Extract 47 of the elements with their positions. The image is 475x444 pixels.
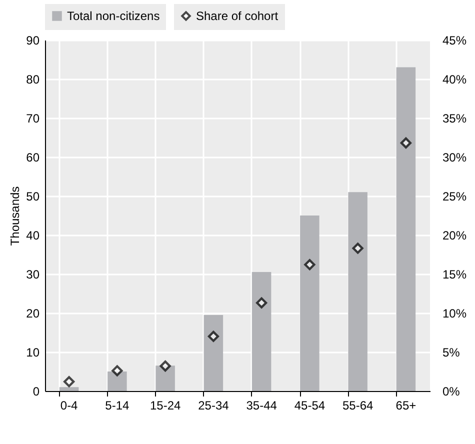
legend-label: Total non-citizens <box>67 9 160 23</box>
x-tick-label: 45-54 <box>294 398 326 412</box>
y-tick-label: 50 <box>26 190 40 204</box>
y-axis-title: Thousands <box>8 186 22 246</box>
point <box>400 137 412 149</box>
y2-tick-label: 30% <box>442 150 467 164</box>
bar <box>300 216 320 391</box>
point <box>208 330 220 342</box>
bar <box>156 366 175 391</box>
point <box>63 376 75 388</box>
y2-tick-label: 25% <box>442 190 467 204</box>
point <box>112 365 123 376</box>
y-tick-label: 90 <box>26 34 40 48</box>
y-tick-label: 70 <box>26 112 40 126</box>
y-tick-label: 10 <box>26 346 40 360</box>
point <box>304 259 316 270</box>
y-tick-label: 30 <box>26 268 40 282</box>
y-tick-label: 80 <box>26 72 40 86</box>
y-tick-label: 20 <box>26 306 40 320</box>
point <box>352 242 364 254</box>
y2-tick-label: 15% <box>442 268 467 282</box>
y2-tick-label: 10% <box>442 306 467 320</box>
bar <box>59 387 79 391</box>
y2-tick-label: 40% <box>442 72 467 86</box>
bar <box>108 372 127 391</box>
bar <box>348 192 368 391</box>
bar <box>396 67 416 391</box>
x-tick-label: 0-4 <box>60 398 78 412</box>
point <box>160 360 171 372</box>
y2-tick-label: 45% <box>442 34 467 48</box>
x-tick-label: 15-24 <box>150 398 181 412</box>
point <box>256 297 268 308</box>
y2-tick-label: 0% <box>442 384 460 398</box>
bar <box>252 272 272 391</box>
x-tick-label: 65+ <box>396 398 416 412</box>
y-tick-label: 40 <box>26 228 40 242</box>
x-tick-label: 35-44 <box>246 398 278 412</box>
y-tick-label: 0 <box>32 384 40 398</box>
x-tick-label: 55-64 <box>342 398 374 412</box>
y-tick-label: 60 <box>26 150 40 164</box>
x-tick-label: 5-14 <box>105 398 130 412</box>
x-tick-label: 25-34 <box>198 398 230 412</box>
bar <box>204 314 224 391</box>
y2-tick-label: 5% <box>442 346 460 360</box>
y2-tick-label: 20% <box>442 228 467 242</box>
legend-label: Share of cohort <box>196 9 279 23</box>
y2-tick-label: 35% <box>442 112 467 126</box>
